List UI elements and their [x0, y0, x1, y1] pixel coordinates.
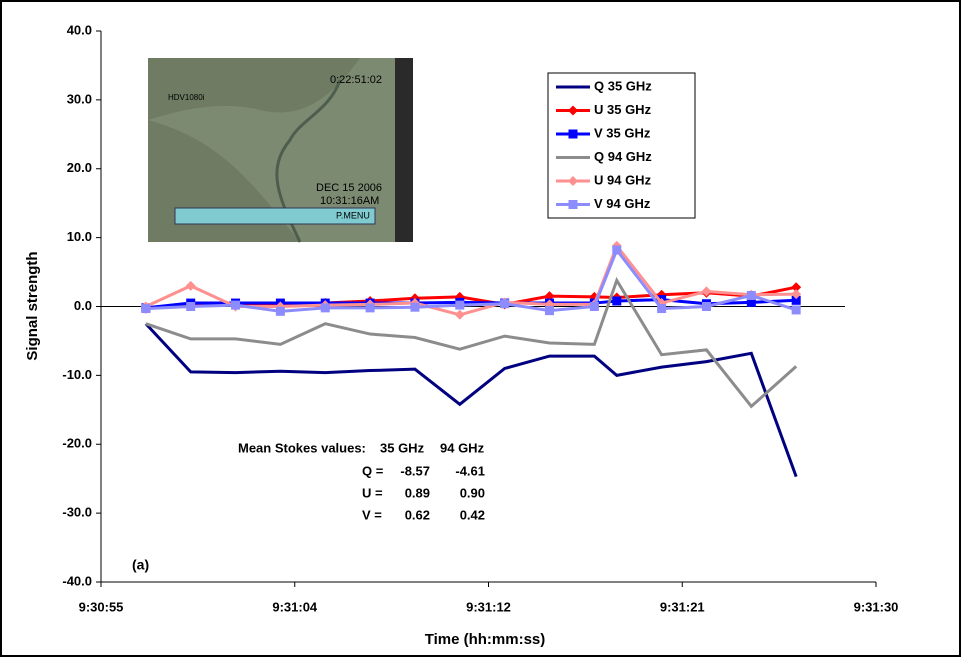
y-tick-label: -40.0 [62, 573, 92, 588]
legend-label: U 94 GHz [594, 172, 652, 187]
marker [500, 299, 510, 309]
series-line [144, 322, 798, 478]
series-line [145, 242, 797, 317]
annotation: 0.42 [460, 507, 485, 522]
y-tick-label: 20.0 [67, 160, 92, 175]
marker [365, 303, 375, 313]
series [141, 245, 801, 316]
marker [791, 282, 802, 293]
marker [320, 303, 330, 313]
x-tick-label: 9:31:30 [854, 599, 899, 614]
annotation: V = [362, 507, 382, 522]
marker [410, 302, 420, 312]
marker [701, 302, 711, 311]
panel-label: (a) [132, 557, 149, 573]
legend-label: V 35 GHz [594, 125, 651, 140]
y-tick-label: -30.0 [62, 505, 92, 520]
legend-label: Q 94 GHz [594, 149, 652, 164]
marker [746, 290, 756, 300]
marker [275, 306, 285, 316]
x-tick-label: 9:31:04 [272, 599, 318, 614]
annotation: 0.89 [405, 485, 430, 500]
annotation: -8.57 [400, 463, 430, 478]
series [144, 322, 798, 478]
photo-text: 0:22:51:02 [330, 74, 382, 86]
legend-box [547, 72, 696, 219]
legend-marker [568, 176, 578, 186]
annotation: Q = [362, 463, 384, 478]
annotation: Mean Stokes values: [238, 440, 366, 455]
marker [185, 280, 196, 291]
marker [657, 304, 667, 314]
photo-edge [395, 58, 413, 242]
legend-marker [568, 200, 578, 209]
legend: Q 35 GHz U 35 GHz V 35 GHz Q 94 GHz U 94 GHz… [547, 72, 696, 219]
photo-terrain [148, 58, 413, 242]
mean-stokes: Mean Stokes values: 35 GHz 94 GHz Q = -8… [238, 440, 485, 522]
marker [186, 302, 196, 311]
series [145, 276, 798, 409]
marker [791, 295, 801, 305]
y-tick-label: -10.0 [62, 367, 92, 382]
y-tick-label: 10.0 [67, 229, 92, 244]
photo-text: P.MENU [336, 210, 370, 220]
legend-label: V 94 GHz [594, 196, 651, 211]
marker [612, 296, 622, 306]
legend-marker [568, 105, 578, 116]
marker [454, 309, 465, 320]
photo-text: HDV1080i [168, 93, 205, 102]
annotation: 35 GHz [380, 440, 425, 455]
series-line [145, 285, 797, 311]
series-line [145, 298, 797, 310]
series-line [145, 276, 798, 409]
inset-photo: 0:22:51:02 HDV1080i DEC 15 2006 10:31:16… [148, 58, 413, 243]
marker [701, 286, 712, 297]
photo-text: DEC 15 2006 [316, 182, 382, 194]
marker [791, 289, 802, 300]
y-tick-label: -20.0 [62, 436, 92, 451]
y-tick-label: 30.0 [67, 91, 92, 106]
series-line [145, 247, 797, 313]
legend-label: U 35 GHz [594, 102, 652, 117]
photo-controls [174, 207, 376, 225]
marker [791, 305, 801, 315]
x-tick-label: 9:31:12 [466, 599, 511, 614]
annotation: 0.90 [460, 485, 485, 500]
marker [455, 300, 465, 310]
annotation: 94 GHz [440, 440, 485, 455]
y-tick-label: 40.0 [67, 22, 92, 37]
marker [612, 245, 622, 255]
photo-text: 10:31:16AM [320, 195, 379, 207]
y-axis-title: Signal strength [24, 251, 41, 360]
x-axis-title: Time (hh:mm:ss) [425, 631, 546, 648]
legend-marker [568, 129, 578, 139]
marker [544, 306, 554, 316]
annotation: 0.62 [405, 507, 430, 522]
x-tick-label: 9:31:21 [660, 599, 705, 614]
marker [231, 300, 241, 310]
y-tick-label: 0.0 [74, 298, 92, 313]
annotation: -4.61 [455, 463, 485, 478]
x-tick-label: 9:30:55 [79, 599, 124, 614]
marker [589, 302, 599, 311]
marker [141, 304, 151, 314]
annotation: U = [362, 485, 383, 500]
legend-label: Q 35 GHz [594, 78, 652, 93]
marker [746, 297, 756, 307]
